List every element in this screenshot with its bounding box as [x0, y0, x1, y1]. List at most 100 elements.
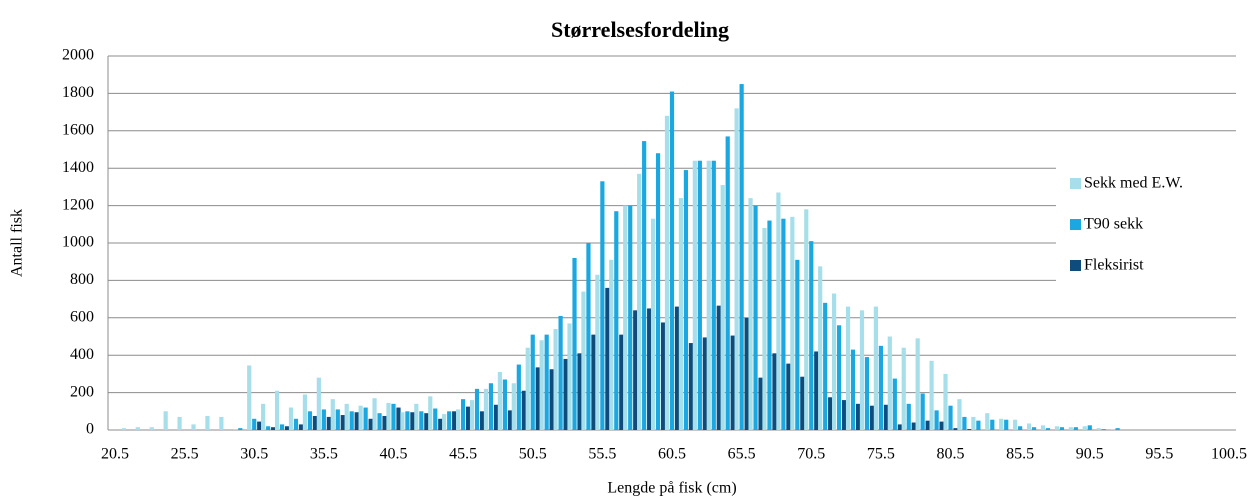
bar — [725, 136, 730, 430]
bar — [683, 170, 689, 430]
bar — [191, 424, 196, 430]
bar — [883, 404, 888, 430]
bar — [600, 181, 605, 430]
bar — [493, 404, 499, 430]
bar — [664, 115, 670, 430]
legend-label: Sekk med E.W. — [1084, 175, 1183, 192]
bar — [864, 357, 870, 430]
bar — [971, 416, 976, 430]
bar — [135, 427, 140, 430]
legend-box — [1056, 166, 1236, 284]
bar — [892, 378, 897, 430]
bar — [748, 198, 753, 430]
bar — [929, 360, 934, 430]
bar — [396, 407, 401, 430]
bar — [354, 412, 359, 430]
bar — [266, 426, 271, 430]
bar — [456, 409, 461, 430]
bar — [293, 418, 299, 430]
bar — [330, 399, 335, 430]
bar — [302, 394, 308, 430]
bar — [288, 407, 294, 430]
bar — [521, 390, 526, 430]
bar — [563, 358, 568, 430]
bar — [233, 429, 238, 430]
bar — [553, 329, 558, 430]
bar — [433, 408, 438, 430]
bar — [887, 336, 892, 430]
x-tick-label: 90.5 — [1076, 446, 1104, 463]
bar — [549, 369, 554, 430]
bar — [623, 205, 628, 430]
bar — [502, 379, 507, 430]
bar — [720, 185, 725, 430]
bar — [809, 241, 814, 430]
bar — [920, 393, 925, 430]
bar — [591, 334, 596, 430]
legend-label: T90 sekk — [1084, 216, 1143, 233]
legend-label: Fleksirist — [1084, 257, 1144, 274]
x-tick-label: 40.5 — [379, 446, 407, 463]
bar — [619, 334, 624, 430]
x-tick-label: 85.5 — [1006, 446, 1034, 463]
bar — [1059, 427, 1065, 430]
bar — [257, 421, 262, 430]
bar — [845, 306, 851, 430]
bar — [706, 160, 711, 430]
bar — [284, 426, 290, 430]
bar — [962, 416, 967, 430]
bar — [818, 266, 823, 430]
y-axis-title: Antall fisk — [9, 209, 26, 277]
bar — [642, 141, 647, 430]
bar — [655, 153, 661, 431]
bar — [358, 405, 363, 430]
bar — [901, 347, 906, 430]
bar — [953, 428, 958, 430]
bar — [628, 205, 633, 430]
bar — [734, 108, 739, 431]
bar — [800, 376, 805, 430]
bar — [419, 411, 424, 430]
bar — [781, 218, 786, 430]
bar — [633, 310, 638, 430]
bar — [400, 412, 405, 430]
bar — [539, 340, 544, 430]
bar — [1082, 426, 1087, 430]
bar — [469, 400, 475, 430]
bar — [702, 337, 707, 430]
x-tick-label: 95.5 — [1145, 446, 1173, 463]
bar — [758, 377, 763, 430]
bar — [316, 377, 321, 430]
y-tick-label: 400 — [70, 346, 94, 363]
x-tick-label: 70.5 — [797, 446, 825, 463]
bar — [414, 403, 419, 430]
bar — [497, 372, 502, 430]
bar — [814, 351, 819, 430]
bar — [405, 411, 410, 430]
bar — [121, 428, 126, 430]
bar — [669, 91, 675, 430]
bar — [507, 410, 512, 430]
bar — [326, 416, 331, 430]
bar — [525, 347, 530, 430]
bar — [795, 259, 800, 430]
x-tick-label: 100.5 — [1211, 446, 1247, 463]
bar — [386, 402, 391, 430]
bar — [572, 257, 577, 430]
x-tick-label: 75.5 — [867, 446, 895, 463]
bar — [674, 306, 680, 430]
bar — [410, 412, 415, 430]
x-tick-label: 25.5 — [171, 446, 199, 463]
bar — [1068, 427, 1073, 430]
bar — [692, 160, 697, 430]
bar — [1045, 428, 1051, 430]
y-tick-label: 200 — [70, 383, 94, 400]
y-tick-label: 1800 — [62, 84, 94, 101]
chart-title: Størrelsesfordeling — [551, 17, 729, 42]
bar — [447, 411, 452, 430]
bar — [424, 413, 429, 430]
bar — [261, 403, 266, 430]
x-tick-label: 80.5 — [937, 446, 965, 463]
bar — [859, 310, 865, 430]
